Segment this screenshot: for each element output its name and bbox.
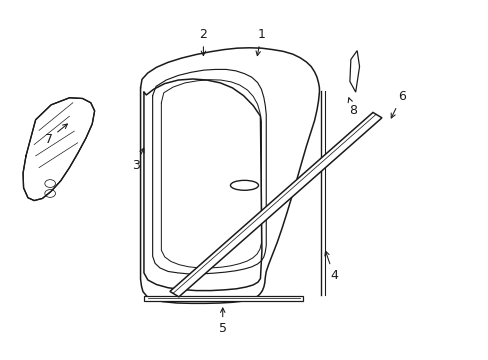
Polygon shape bbox=[143, 296, 302, 301]
Text: 6: 6 bbox=[390, 90, 405, 118]
Text: 8: 8 bbox=[347, 98, 357, 117]
Text: 1: 1 bbox=[256, 28, 265, 56]
Text: 3: 3 bbox=[132, 148, 143, 172]
Polygon shape bbox=[349, 51, 359, 92]
Polygon shape bbox=[169, 112, 381, 297]
Text: 5: 5 bbox=[218, 308, 226, 336]
Polygon shape bbox=[23, 98, 95, 201]
Text: 7: 7 bbox=[44, 124, 67, 146]
Text: 2: 2 bbox=[199, 28, 207, 55]
Text: 4: 4 bbox=[324, 251, 337, 282]
